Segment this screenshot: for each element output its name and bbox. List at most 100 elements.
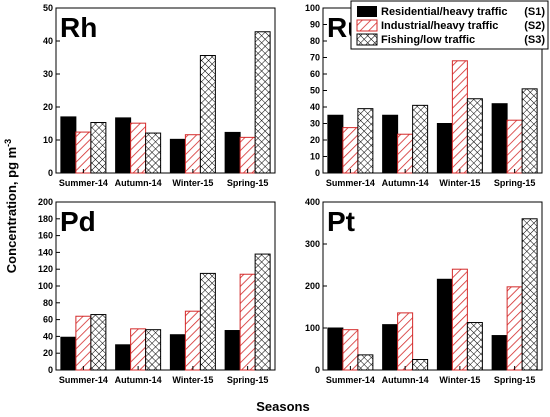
panel-label-rh: Rh [60,12,97,43]
y-tick-label-ru: 0 [315,168,320,178]
x-tick-label-pt: Winter-15 [439,375,480,385]
legend-swatch-s2 [357,20,377,31]
y-tick-label-pt: 400 [305,197,320,207]
y-tick-label-pd: 20 [43,348,53,358]
x-tick-label-pt: Summer-14 [326,375,375,385]
y-tick-label-pd: 40 [43,331,53,341]
y-tick-label-ru: 50 [310,86,320,96]
bar-rh-s3-summer-14 [91,123,106,173]
y-tick-label-ru: 30 [310,119,320,129]
bar-pt-s1-spring-15 [492,336,507,370]
bar-pt-s1-winter-15 [437,279,452,370]
bar-pt-s3-spring-15 [522,219,537,370]
y-tick-label-pd: 60 [43,315,53,325]
y-tick-label-rh: 10 [43,135,53,145]
x-tick-label-ru: Spring-15 [494,178,536,188]
bar-ru-s3-summer-14 [358,109,373,173]
panel-pt: 0100200300400Summer-14 Autumn-14 Winter-15… [305,197,542,385]
panel-label-pd: Pd [60,206,96,237]
x-axis-title: Seasons [256,399,309,414]
legend-code-s3: (S3) [524,34,545,46]
legend: Residential/heavy traffic (S1) Industria… [351,1,548,49]
y-tick-label-rh: 0 [48,168,53,178]
y-tick-label-pd: 180 [38,214,53,224]
y-tick-label-pd: 140 [38,247,53,257]
y-tick-label-pt: 0 [315,365,320,375]
bar-rh-s3-winter-15 [200,56,215,173]
bar-ru-s1-summer-14 [328,115,343,173]
y-tick-label-ru: 40 [310,102,320,112]
bar-pt-s1-summer-14 [328,328,343,370]
y-tick-label-ru: 90 [310,20,320,30]
x-tick-label-rh: Spring-15 [227,178,269,188]
bar-pd-s3-summer-14 [91,315,106,370]
bar-ru-s2-winter-15 [452,61,467,173]
y-tick-label-pd: 0 [48,365,53,375]
y-axis-title-main: Concentration, pg m [4,147,19,273]
bar-pt-s2-autumn-14 [398,313,413,370]
bar-rh-s3-spring-15 [255,32,270,173]
bar-ru-s3-autumn-14 [413,105,428,173]
bar-ru-s3-winter-15 [467,99,482,173]
bar-pd-s1-autumn-14 [116,345,131,370]
x-tick-label-rh: Autumn-14 [115,178,162,188]
y-axis-title: Concentration, pg m-3 [3,139,19,273]
bar-ru-s3-spring-15 [522,89,537,173]
bar-pd-s3-winter-15 [200,273,215,370]
y-tick-label-ru: 100 [305,3,320,13]
bar-pt-s1-autumn-14 [383,325,398,370]
bar-rh-s1-summer-14 [61,117,76,173]
y-axis-title-superscript: -3 [3,139,13,147]
y-tick-label-rh: 30 [43,69,53,79]
x-tick-label-rh: Summer-14 [59,178,108,188]
bar-rh-s2-summer-14 [76,132,91,173]
y-tick-label-pd: 100 [38,281,53,291]
bar-rh-s3-autumn-14 [146,133,161,173]
bar-pd-s3-spring-15 [255,254,270,370]
bar-rh-s2-autumn-14 [131,123,146,173]
bar-pt-s2-summer-14 [343,330,358,370]
bar-ru-s1-autumn-14 [383,115,398,173]
bar-rh-s1-winter-15 [170,139,185,173]
legend-label-s3: Fishing/low traffic [381,34,475,46]
y-tick-label-ru: 20 [310,135,320,145]
x-tick-label-pt: Spring-15 [494,375,536,385]
panel-pd: 0 20 40 60 80 100 120 140 160 180 200 Summer-14 Autu… [38,197,275,385]
legend-label-s1: Residential/heavy traffic [381,6,508,18]
bar-ru-s1-winter-15 [437,124,452,174]
bar-rh-s1-autumn-14 [116,118,131,173]
x-tick-label-pd: Summer-14 [59,375,108,385]
bar-pt-s2-spring-15 [507,287,522,370]
y-tick-label-pd: 200 [38,197,53,207]
bar-pt-s3-winter-15 [467,323,482,370]
panel-label-pt: Pt [327,206,355,237]
panels: 0 10 20 30 40 50 Summer-14 Autumn-14 Winter-15 Sp… [38,3,542,385]
bar-ru-s1-spring-15 [492,104,507,173]
legend-label-s2: Industrial/heavy traffic [381,20,498,32]
x-tick-label-pd: Winter-15 [172,375,213,385]
bar-rh-s2-winter-15 [185,135,200,173]
panel-rh: 0 10 20 30 40 50 Summer-14 Autumn-14 Winter-15 Sp… [43,3,275,188]
x-tick-label-ru: Summer-14 [326,178,375,188]
y-tick-label-pd: 80 [43,298,53,308]
bar-pd-s2-spring-15 [240,274,255,370]
y-tick-label-ru: 10 [310,152,320,162]
bar-pd-s2-autumn-14 [131,329,146,370]
y-tick-label-pd: 160 [38,231,53,241]
bar-pt-s2-winter-15 [452,269,467,370]
y-tick-label-rh: 40 [43,36,53,46]
bar-ru-s2-spring-15 [507,120,522,173]
x-tick-label-ru: Winter-15 [439,178,480,188]
x-tick-label-ru: Autumn-14 [382,178,429,188]
bar-pt-s3-autumn-14 [413,360,428,371]
bar-pd-s1-spring-15 [225,331,240,370]
legend-swatch-s1 [357,6,377,17]
x-tick-label-pd: Autumn-14 [115,375,162,385]
bar-pd-s3-autumn-14 [146,330,161,370]
y-tick-label-ru: 70 [310,53,320,63]
y-tick-label-ru: 80 [310,36,320,46]
y-tick-label-ru: 60 [310,69,320,79]
bar-rh-s2-spring-15 [240,137,255,173]
y-tick-label-pt: 200 [305,281,320,291]
